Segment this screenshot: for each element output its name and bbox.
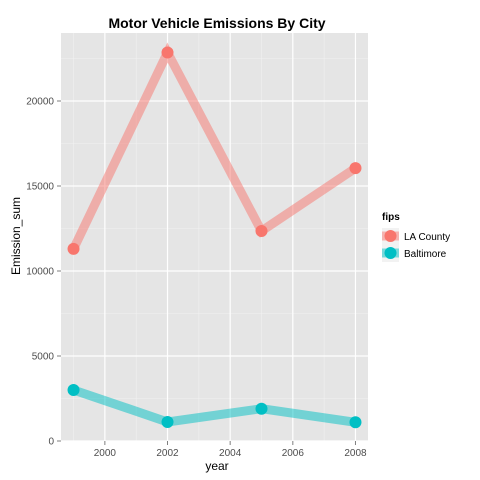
y-tick-label: 15000 xyxy=(26,182,54,193)
x-tick-label: 2008 xyxy=(344,448,367,459)
x-axis: 2000 2002 2004 2006 2008 xyxy=(94,441,367,459)
series-line-baltimore xyxy=(72,385,357,427)
x-tick-label: 2000 xyxy=(94,448,117,459)
grid-major xyxy=(61,33,368,442)
y-axis-title: Emission_sum xyxy=(9,197,23,275)
legend-key-point xyxy=(384,247,397,259)
series-baltimore xyxy=(67,384,362,429)
legend-label-la-county: LA County xyxy=(404,232,450,243)
data-point-la-county xyxy=(349,162,362,175)
data-point-la-county xyxy=(161,46,174,59)
series-la-county xyxy=(67,42,362,255)
legend-items: LA County Baltimore xyxy=(382,228,450,262)
legend-item-baltimore: Baltimore xyxy=(382,245,447,262)
legend-label-baltimore: Baltimore xyxy=(404,249,447,260)
data-point-la-county xyxy=(255,225,268,238)
chart-title: Motor Vehicle Emissions By City xyxy=(108,15,325,31)
x-axis-title: year xyxy=(205,459,228,473)
series-layer xyxy=(67,42,362,429)
y-tick-label: 10000 xyxy=(26,267,54,278)
legend-item-la-county: LA County xyxy=(382,228,450,245)
y-tick-label: 20000 xyxy=(26,97,54,108)
legend-key-point xyxy=(384,230,397,242)
data-point-baltimore xyxy=(161,415,174,428)
x-tick-label: 2004 xyxy=(219,448,242,459)
y-tick-label: 5000 xyxy=(32,352,55,363)
data-point-la-county xyxy=(67,242,80,255)
y-axis: 0 5000 10000 15000 20000 xyxy=(26,97,61,448)
x-tick-label: 2002 xyxy=(156,448,179,459)
plot-panel xyxy=(61,33,368,441)
legend: fips LA County Baltimore xyxy=(382,212,450,262)
data-point-baltimore xyxy=(67,384,80,396)
legend-title: fips xyxy=(382,212,400,223)
series-line-la-county xyxy=(69,42,358,251)
y-tick-label: 0 xyxy=(48,437,54,448)
data-point-baltimore xyxy=(349,416,362,429)
data-point-baltimore xyxy=(255,402,268,415)
x-tick-label: 2006 xyxy=(282,448,305,459)
